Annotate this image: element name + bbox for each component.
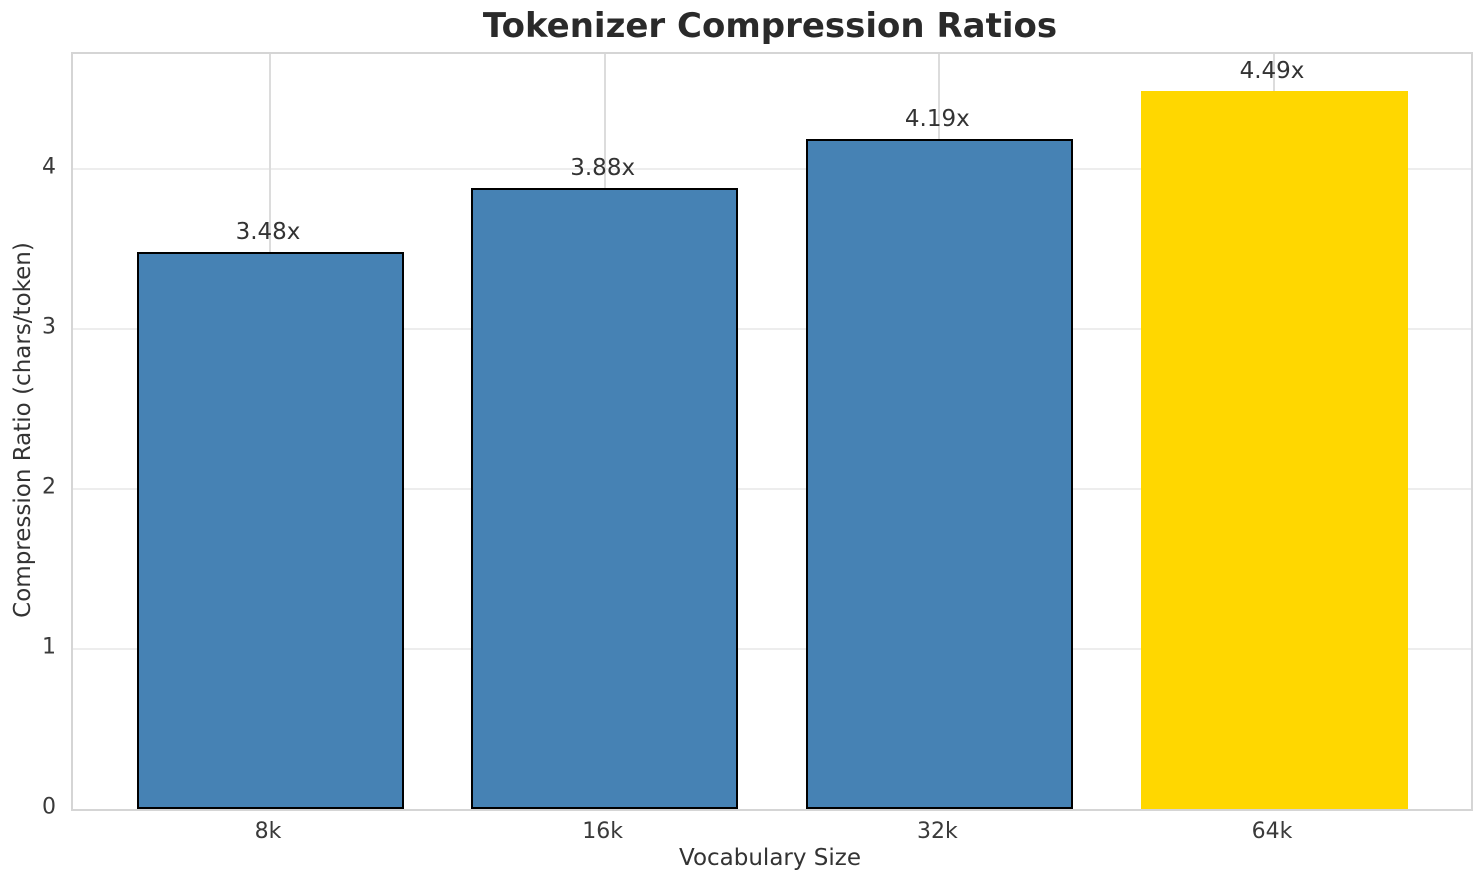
y-tick-label: 3: [42, 314, 56, 340]
bar-value-label: 4.19x: [904, 105, 970, 132]
y-axis-label: Compression Ratio (chars/token): [10, 242, 36, 618]
bar-value-label: 3.88x: [570, 155, 636, 182]
y-tick-label: 4: [42, 154, 56, 180]
chart-title: Tokenizer Compression Ratios: [482, 6, 1058, 46]
bar: [136, 252, 404, 809]
x-tick-label: 64k: [1251, 819, 1293, 844]
plot-area: [71, 52, 1473, 811]
x-tick-label: 32k: [916, 819, 958, 844]
bar: [471, 188, 739, 809]
y-tick-label: 1: [42, 634, 56, 660]
x-tick-label: 8k: [254, 819, 282, 844]
x-tick-label: 16k: [582, 819, 624, 844]
x-axis-label: Vocabulary Size: [678, 845, 862, 871]
bar: [805, 138, 1073, 809]
y-tick-label: 2: [42, 474, 56, 500]
gridline-horizontal: [73, 648, 1471, 651]
bar-value-label: 4.49x: [1239, 57, 1305, 84]
bar: [1140, 90, 1408, 809]
bar-value-label: 3.48x: [235, 219, 301, 246]
y-tick-label: 0: [42, 794, 56, 820]
gridline-horizontal: [73, 328, 1471, 331]
gridline-horizontal: [73, 488, 1471, 491]
gridline-horizontal: [73, 168, 1471, 171]
